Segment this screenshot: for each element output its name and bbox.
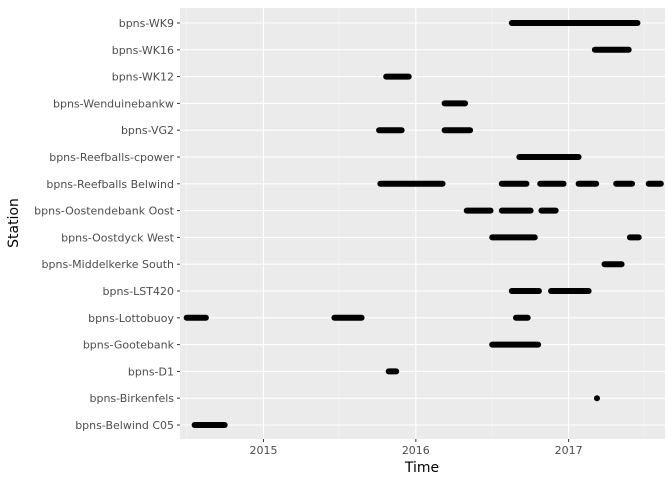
y-tick-label: bpns-Oostendebank Oost xyxy=(34,205,175,218)
y-tick-label: bpns-Belwind C05 xyxy=(75,419,174,432)
y-tick-label: bpns-WK12 xyxy=(112,71,174,84)
y-tick-label: bpns-Middelkerke South xyxy=(42,258,174,271)
y-tick-label: bpns-WK9 xyxy=(119,17,174,30)
x-tick-label: 2015 xyxy=(249,444,277,457)
y-tick-label: bpns-WK16 xyxy=(112,44,174,57)
minor-gridlines xyxy=(186,8,645,439)
y-tick-label: bpns-Lottobuoy xyxy=(88,312,174,325)
y-axis-ticks: bpns-WK9 bpns-WK16 bpns-WK12 bpns-Wenduineb… xyxy=(34,17,180,432)
x-tick-label: 2017 xyxy=(555,444,583,457)
x-axis-ticks: 2015 2016 2017 xyxy=(249,439,583,457)
y-tick-label: bpns-Oostdyck West xyxy=(61,231,175,244)
y-tick-label: bpns-Birkenfels xyxy=(89,392,174,405)
y-tick-label: bpns-Wenduinebankw xyxy=(53,97,174,110)
y-tick-label: bpns-Gootebank xyxy=(83,339,175,352)
y-tick-label: bpns-Reefballs-cpower xyxy=(49,151,174,164)
y-axis-title: Station xyxy=(6,198,22,248)
y-tick-label: bpns-LST420 xyxy=(103,285,174,298)
segments xyxy=(183,20,664,428)
x-tick-label: 2016 xyxy=(402,444,430,457)
plot-panel xyxy=(180,8,665,439)
y-tick-label: bpns-Reefballs Belwind xyxy=(46,178,174,191)
y-tick-label: bpns-D1 xyxy=(128,365,174,378)
x-axis-title: Time xyxy=(404,460,439,476)
y-tick-label: bpns-VG2 xyxy=(121,124,174,137)
